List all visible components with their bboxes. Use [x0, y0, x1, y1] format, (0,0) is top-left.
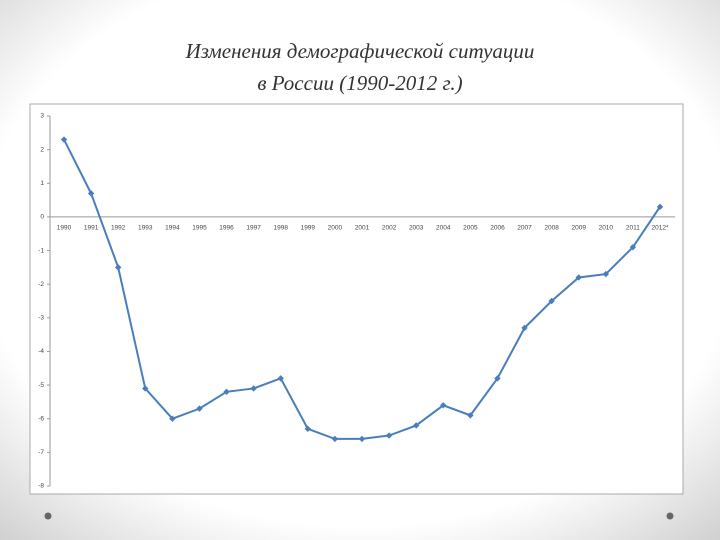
- x-tick-label: 1992: [111, 225, 126, 232]
- data-point: [114, 264, 122, 271]
- x-tick-label: 2002: [382, 225, 397, 232]
- x-tick-label: 1996: [219, 225, 234, 232]
- x-tick-label: 2011: [626, 225, 640, 232]
- chart-title: Изменения демографической ситуации: [185, 39, 535, 63]
- y-tick-label: -7: [38, 449, 44, 456]
- x-tick-label: 1993: [138, 225, 153, 232]
- x-tick-label: 1995: [192, 225, 207, 232]
- data-point: [548, 297, 555, 305]
- data-point: [358, 435, 366, 443]
- y-tick-label: -1: [38, 247, 44, 254]
- y-tick-label: -2: [38, 281, 44, 288]
- y-tick-label: 2: [40, 146, 44, 153]
- x-tick-label: 1998: [273, 225, 288, 232]
- x-tick-label: 2005: [463, 225, 478, 232]
- data-point: [196, 405, 203, 412]
- data-point: [385, 432, 393, 439]
- x-tick-label: 2006: [490, 225, 505, 232]
- x-tick-label: 2009: [571, 225, 586, 232]
- data-point: [521, 324, 528, 332]
- data-point: [494, 375, 501, 382]
- data-point: [250, 385, 257, 392]
- data-point: [656, 203, 664, 211]
- y-tick-label: -6: [38, 415, 44, 422]
- plot: -8 -7 -6 -5 -4 -3 -2 -1 0 1 2 3 1990 1991 1992 1993 1994…: [38, 113, 675, 490]
- y-tick-label: -3: [38, 315, 44, 322]
- data-point: [142, 385, 149, 392]
- data-point: [629, 243, 637, 251]
- x-tick-label: 2003: [409, 225, 424, 232]
- x-tick-label: 1991: [84, 225, 99, 232]
- x-tick-label: 1997: [246, 225, 261, 232]
- y-tick-label: 3: [40, 113, 44, 120]
- data-point: [223, 388, 230, 396]
- y-tick-label: -8: [38, 483, 44, 490]
- x-tick-label: 2012*: [652, 225, 669, 232]
- x-tick-label: 1999: [301, 225, 316, 232]
- x-tick-label: 2010: [599, 225, 614, 232]
- x-tick-label: 2001: [355, 225, 370, 232]
- data-point: [277, 375, 284, 382]
- y-tick-label: 1: [40, 180, 44, 187]
- data-point: [169, 415, 176, 422]
- x-tick-label: 2004: [436, 225, 451, 232]
- y-tick-label: -5: [38, 382, 44, 389]
- x-tick-label: 1994: [165, 225, 180, 232]
- x-tick-label: 1990: [57, 225, 72, 232]
- data-point: [602, 270, 610, 278]
- data-point: [60, 136, 68, 143]
- x-tick-label: 2008: [544, 225, 559, 232]
- chart-frame: [29, 103, 684, 495]
- y-tick-label: -4: [38, 348, 44, 355]
- chart-title: в России (1990-2012 г.): [257, 71, 462, 95]
- data-point: [467, 412, 474, 419]
- x-tick-label: 2007: [517, 225, 532, 232]
- decor-dot: [666, 512, 674, 520]
- x-tick-label: 2000: [328, 225, 343, 232]
- data-point: [575, 274, 582, 281]
- decor-dot: [44, 512, 52, 520]
- data-point: [412, 422, 420, 429]
- data-point: [440, 402, 447, 409]
- y-tick-label: 0: [40, 214, 44, 221]
- data-point: [331, 435, 339, 443]
- data-point: [304, 425, 312, 433]
- data-point: [87, 190, 95, 197]
